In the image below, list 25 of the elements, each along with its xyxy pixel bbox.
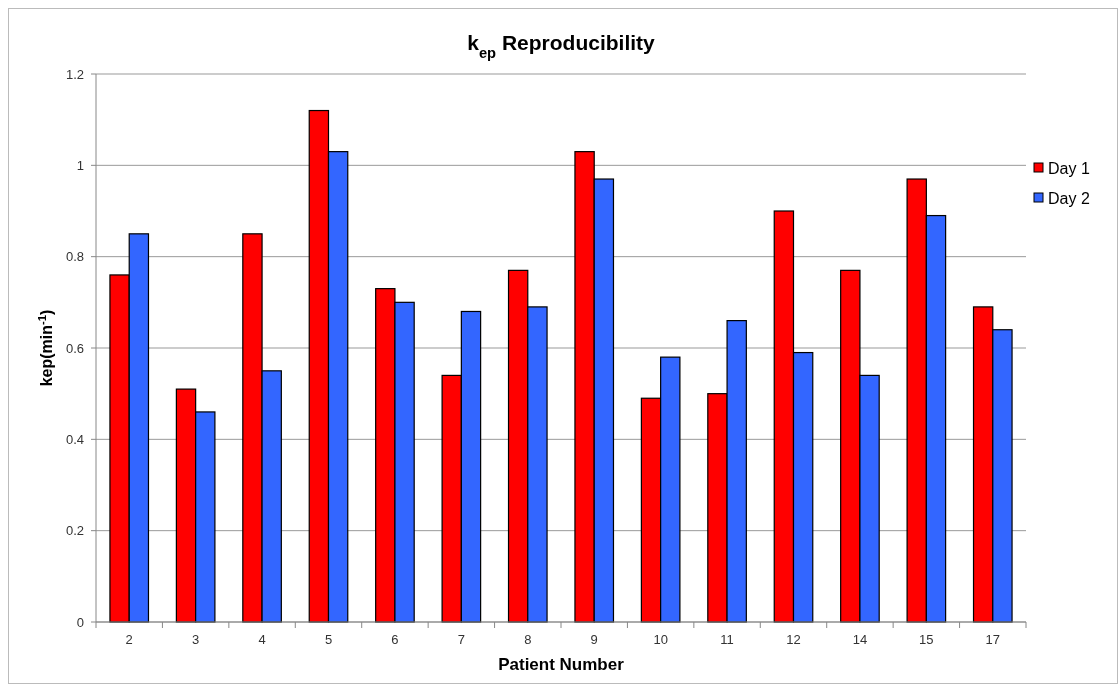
y-tick-label: 0 [76,614,84,630]
x-tick-label: 9 [590,632,598,647]
x-tick-label: 10 [653,632,668,647]
legend-label: Day 2 [1048,189,1090,207]
y-tick-label: 1.2 [65,66,84,82]
x-tick-label: 4 [258,632,266,647]
x-tick-label: 5 [324,632,333,647]
chart-title: k$_{ep}$ Reproducibility [467,31,656,61]
x-tick-label: 8 [524,632,532,647]
x-tick-label: 15 [919,632,934,647]
x-tick-label: 12 [786,632,801,647]
x-tick-label: 17 [985,632,1001,647]
y-tick-label: 1 [76,157,84,173]
x-tick-label: 2 [125,632,133,647]
x-axis-title: Patient Number [498,655,625,674]
y-tick-label: 0.6 [65,340,84,356]
x-tick-label: 14 [852,632,868,647]
x-tick-label: 11 [720,632,734,647]
y-tick-label: 0.4 [65,431,84,447]
x-tick-label: 3 [192,632,200,647]
x-tick-label: 6 [391,632,399,647]
y-tick-label: 0.8 [65,249,84,265]
legend-label: Day 1 [1048,159,1090,177]
x-tick-label: 7 [457,632,465,647]
y-tick-label: 0.2 [65,523,84,539]
